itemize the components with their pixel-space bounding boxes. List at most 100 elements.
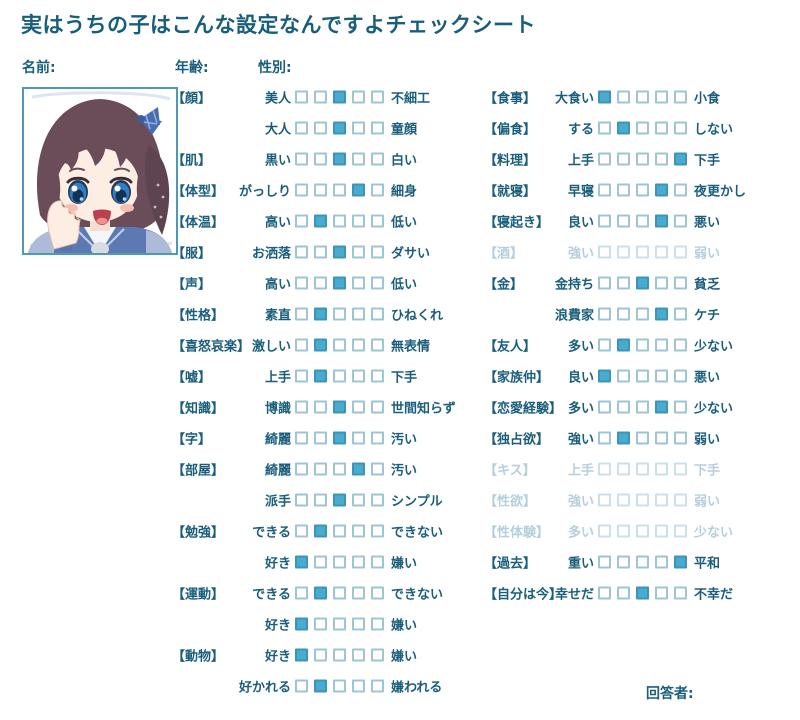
checkbox[interactable]: [674, 152, 687, 165]
checkbox[interactable]: [674, 524, 687, 537]
checkbox[interactable]: [295, 90, 308, 103]
checkbox[interactable]: [333, 462, 346, 475]
checkbox[interactable]: [371, 276, 384, 289]
checkbox[interactable]: [371, 121, 384, 134]
checkbox[interactable]: [674, 338, 687, 351]
checkbox[interactable]: [598, 214, 611, 227]
checkbox[interactable]: [295, 214, 308, 227]
checkbox[interactable]: [655, 338, 668, 351]
checkbox[interactable]: [598, 152, 611, 165]
checkbox[interactable]: [295, 245, 308, 258]
checkbox[interactable]: [333, 493, 346, 506]
checkbox[interactable]: [598, 524, 611, 537]
checkbox[interactable]: [617, 400, 630, 413]
checkbox[interactable]: [674, 462, 687, 475]
checkbox[interactable]: [371, 431, 384, 444]
checkbox[interactable]: [674, 493, 687, 506]
checkbox[interactable]: [371, 183, 384, 196]
checkbox[interactable]: [352, 493, 365, 506]
checkbox[interactable]: [655, 276, 668, 289]
checkbox[interactable]: [314, 369, 327, 382]
checkbox[interactable]: [352, 431, 365, 444]
checkbox[interactable]: [333, 586, 346, 599]
checkbox[interactable]: [655, 462, 668, 475]
checkbox[interactable]: [352, 462, 365, 475]
checkbox[interactable]: [655, 121, 668, 134]
checkbox[interactable]: [655, 152, 668, 165]
checkbox[interactable]: [636, 555, 649, 568]
checkbox[interactable]: [674, 400, 687, 413]
checkbox[interactable]: [295, 276, 308, 289]
checkbox[interactable]: [674, 369, 687, 382]
checkbox[interactable]: [295, 679, 308, 692]
checkbox[interactable]: [371, 617, 384, 630]
checkbox[interactable]: [295, 307, 308, 320]
checkbox[interactable]: [314, 431, 327, 444]
checkbox[interactable]: [333, 214, 346, 227]
checkbox[interactable]: [598, 121, 611, 134]
checkbox[interactable]: [598, 555, 611, 568]
checkbox[interactable]: [636, 338, 649, 351]
checkbox[interactable]: [674, 214, 687, 227]
checkbox[interactable]: [598, 586, 611, 599]
checkbox[interactable]: [295, 648, 308, 661]
checkbox[interactable]: [314, 555, 327, 568]
checkbox[interactable]: [371, 307, 384, 320]
checkbox[interactable]: [636, 462, 649, 475]
checkbox[interactable]: [371, 462, 384, 475]
checkbox[interactable]: [655, 586, 668, 599]
checkbox[interactable]: [314, 617, 327, 630]
checkbox[interactable]: [598, 462, 611, 475]
checkbox[interactable]: [617, 338, 630, 351]
checkbox[interactable]: [352, 524, 365, 537]
checkbox[interactable]: [636, 369, 649, 382]
checkbox[interactable]: [674, 586, 687, 599]
checkbox[interactable]: [371, 524, 384, 537]
checkbox[interactable]: [674, 183, 687, 196]
checkbox[interactable]: [371, 369, 384, 382]
checkbox[interactable]: [598, 338, 611, 351]
checkbox[interactable]: [352, 555, 365, 568]
checkbox[interactable]: [314, 679, 327, 692]
checkbox[interactable]: [352, 679, 365, 692]
checkbox[interactable]: [352, 245, 365, 258]
checkbox[interactable]: [295, 121, 308, 134]
checkbox[interactable]: [371, 648, 384, 661]
checkbox[interactable]: [314, 524, 327, 537]
checkbox[interactable]: [617, 586, 630, 599]
checkbox[interactable]: [333, 90, 346, 103]
checkbox[interactable]: [617, 462, 630, 475]
checkbox[interactable]: [333, 400, 346, 413]
checkbox[interactable]: [617, 524, 630, 537]
checkbox[interactable]: [333, 555, 346, 568]
checkbox[interactable]: [314, 400, 327, 413]
checkbox[interactable]: [295, 555, 308, 568]
checkbox[interactable]: [314, 90, 327, 103]
checkbox[interactable]: [371, 90, 384, 103]
checkbox[interactable]: [598, 307, 611, 320]
checkbox[interactable]: [295, 524, 308, 537]
checkbox[interactable]: [333, 245, 346, 258]
checkbox[interactable]: [617, 431, 630, 444]
checkbox[interactable]: [352, 338, 365, 351]
checkbox[interactable]: [295, 493, 308, 506]
checkbox[interactable]: [333, 679, 346, 692]
checkbox[interactable]: [333, 338, 346, 351]
checkbox[interactable]: [352, 183, 365, 196]
checkbox[interactable]: [617, 214, 630, 227]
checkbox[interactable]: [636, 90, 649, 103]
checkbox[interactable]: [617, 183, 630, 196]
checkbox[interactable]: [333, 307, 346, 320]
checkbox[interactable]: [333, 648, 346, 661]
checkbox[interactable]: [636, 400, 649, 413]
checkbox[interactable]: [655, 431, 668, 444]
checkbox[interactable]: [636, 214, 649, 227]
checkbox[interactable]: [371, 245, 384, 258]
checkbox[interactable]: [655, 555, 668, 568]
checkbox[interactable]: [371, 493, 384, 506]
checkbox[interactable]: [333, 183, 346, 196]
checkbox[interactable]: [314, 121, 327, 134]
checkbox[interactable]: [598, 431, 611, 444]
checkbox[interactable]: [314, 307, 327, 320]
checkbox[interactable]: [617, 152, 630, 165]
